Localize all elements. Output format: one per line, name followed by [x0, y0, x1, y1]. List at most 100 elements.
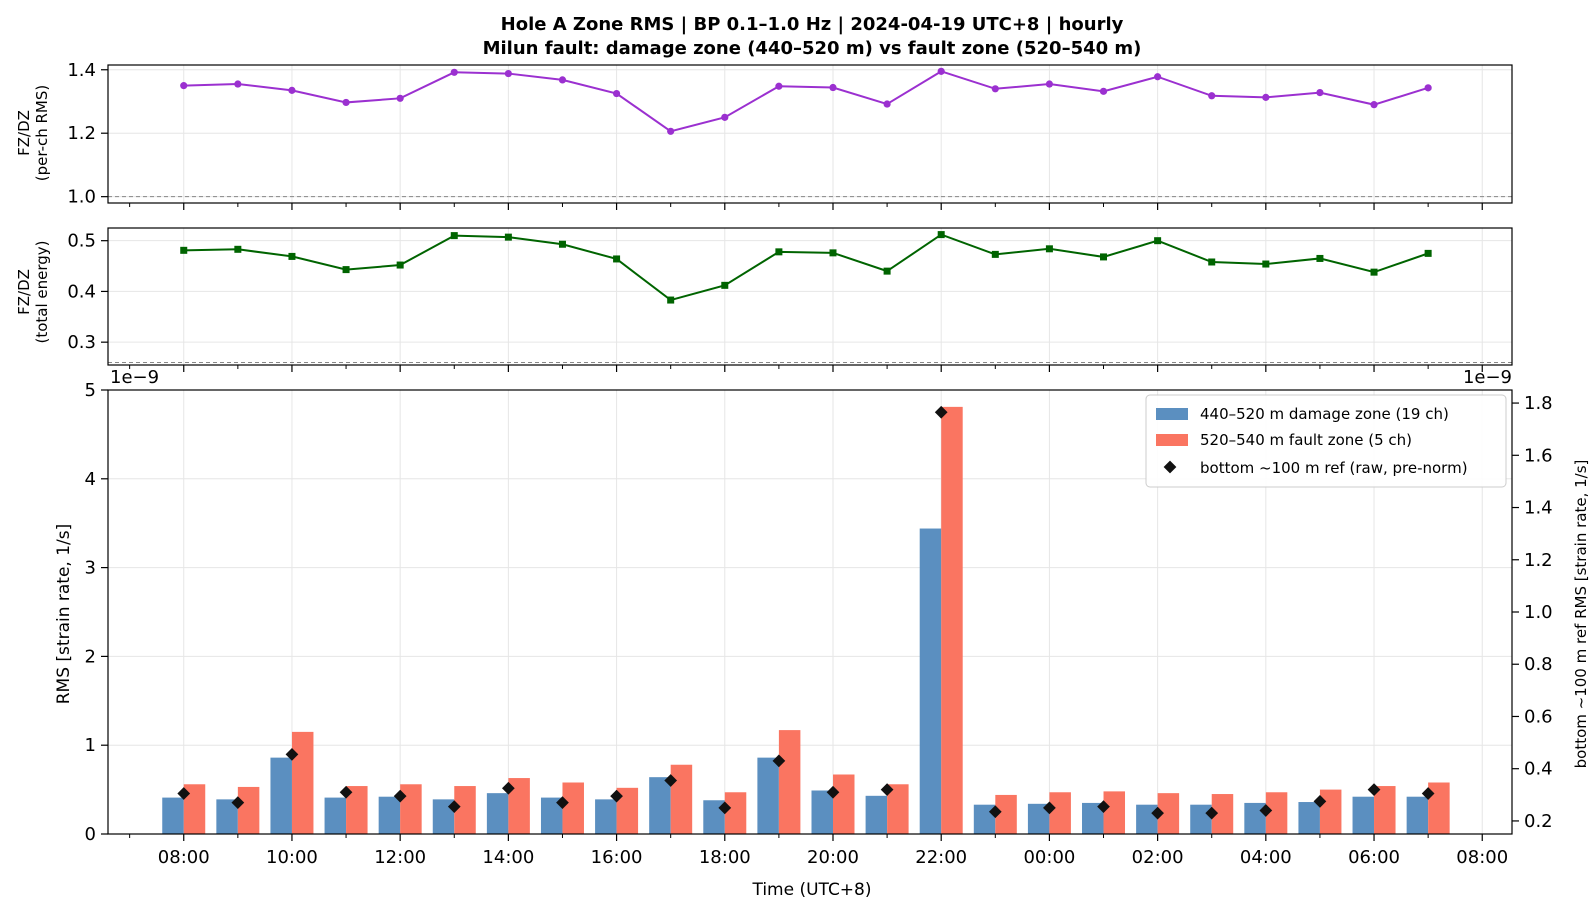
- fault-zone-bar: [346, 786, 368, 834]
- fault-zone-bar: [1265, 792, 1288, 834]
- right-y-tick-label: 1.8: [1524, 393, 1553, 414]
- ratio-energy-ylabel-line2: (total energy): [33, 240, 51, 343]
- damage-zone-bar: [1027, 803, 1050, 834]
- ratio-energy-point: [1045, 245, 1053, 253]
- fault-zone-bar: [832, 774, 855, 834]
- y-tick-label: 0.4: [67, 281, 96, 302]
- x-tick-label: 08:00: [158, 847, 210, 868]
- fault-zone-bar: [400, 784, 422, 834]
- ratio-rms-point: [1262, 93, 1270, 101]
- y-tick-label: 0.5: [67, 231, 96, 252]
- ratio-rms-point: [342, 98, 350, 107]
- ratio-rms-y-ticks: 1.0 1.2 1.4: [67, 60, 108, 208]
- ratio-rms-point: [721, 113, 729, 121]
- ratio-rms-point: [1208, 92, 1216, 100]
- fault-zone-bar: [1428, 782, 1450, 834]
- y-tick-label: 1.4: [67, 60, 96, 81]
- fault-zone-bar: [237, 786, 260, 834]
- ratio-energy-x-ticks: [129, 365, 1483, 372]
- zone-rms-right-y-ticks: 0.2 0.4 0.6 0.8 1.0 1.2 1.4 1.6 1.8: [1512, 393, 1553, 832]
- ratio-rms-point: [288, 86, 296, 94]
- ratio-rms-panel: 1.0 1.2 1.4 FZ/DZ (per-ch RMS): [15, 60, 1513, 210]
- zone-rms-ylabel: RMS [strain rate, 1/s]: [54, 524, 74, 705]
- ratio-energy-point: [775, 248, 783, 256]
- ratio-rms-ylabel-line2: (per-ch RMS): [33, 85, 51, 181]
- fault-zone-bar: [1319, 789, 1342, 834]
- damage-zone-bar: [324, 797, 347, 834]
- fault-zone-bar: [562, 782, 584, 834]
- x-tick-label: 20:00: [807, 847, 859, 868]
- legend-swatch-damage-zone: [1156, 408, 1188, 420]
- ratio-energy-point: [288, 252, 296, 260]
- fault-zone-bar: [291, 731, 314, 834]
- damage-zone-bar: [919, 528, 942, 834]
- right-y-tick-label: 0.4: [1524, 759, 1553, 780]
- ratio-energy-y-ticks: 0.3 0.4 0.5: [67, 231, 108, 353]
- damage-zone-bar: [540, 797, 563, 834]
- ratio-energy-series: [180, 231, 1432, 304]
- y-tick-label: 1.0: [67, 187, 96, 208]
- y-tick-label: 0: [85, 824, 96, 845]
- ratio-rms-ylabel-line1: FZ/DZ: [15, 110, 33, 156]
- ratio-energy-point: [558, 240, 566, 248]
- legend-swatch-fault-zone: [1156, 434, 1188, 446]
- ratio-energy-point: [1208, 258, 1216, 266]
- fault-zone-bar: [724, 792, 747, 834]
- damage-zone-bar: [216, 799, 238, 834]
- y-tick-label: 1: [85, 735, 96, 756]
- fault-zone-bar: [183, 784, 206, 834]
- ratio-rms-x-ticks: [129, 203, 1483, 210]
- fault-zone-bar: [1157, 793, 1180, 834]
- x-tick-label: 08:00: [1456, 847, 1508, 868]
- y-tick-label: 4: [85, 469, 96, 490]
- ratio-energy-point: [1154, 237, 1162, 245]
- legend-label-ref: bottom ~100 m ref (raw, pre-norm): [1200, 459, 1468, 477]
- ratio-rms-point: [1316, 89, 1324, 97]
- ratio-rms-point: [937, 67, 945, 75]
- damage-zone-bar: [486, 793, 509, 834]
- fault-zone-bar: [616, 787, 639, 834]
- zone-rms-panel: 08:00 10:00 12:00 14:00 16:00 18:00 20:00 22:00…: [54, 367, 1590, 900]
- ratio-rms-point: [991, 85, 999, 93]
- right-y-tick-label: 1.0: [1524, 602, 1553, 623]
- fault-zone-bar: [778, 730, 801, 834]
- damage-zone-bar: [270, 757, 292, 834]
- fault-zone-bar: [995, 794, 1017, 834]
- ratio-rms-point: [504, 69, 512, 78]
- zone-rms-bars: [162, 406, 1450, 834]
- ratio-rms-point: [775, 82, 783, 90]
- damage-zone-bar: [1352, 796, 1375, 834]
- damage-zone-bar: [865, 795, 888, 834]
- x-tick-label: 00:00: [1023, 847, 1075, 868]
- ratio-energy-point: [1100, 253, 1108, 261]
- ratio-energy-point: [504, 233, 512, 241]
- legend: 440–520 m damage zone (19 ch) 520–540 m …: [1145, 394, 1507, 488]
- legend-label-damage-zone: 440–520 m damage zone (19 ch): [1200, 405, 1449, 423]
- ratio-rms-series: [180, 67, 1432, 135]
- ratio-energy-point: [937, 231, 945, 239]
- y-tick-label: 1.2: [67, 123, 96, 144]
- ratio-rms-line: [183, 70, 1429, 133]
- ratio-energy-grid: [108, 228, 1512, 365]
- ratio-energy-point: [1424, 249, 1432, 257]
- fault-zone-bar: [1374, 786, 1396, 834]
- ratio-rms-point: [667, 127, 675, 135]
- fault-zone-bar: [508, 778, 530, 834]
- y-tick-label: 0.3: [67, 332, 96, 353]
- damage-zone-bar: [1190, 804, 1212, 834]
- ratio-rms-point: [1099, 87, 1108, 95]
- ratio-energy-point: [721, 281, 729, 289]
- damage-zone-bar: [1082, 802, 1104, 834]
- right-y-tick-label: 0.6: [1524, 706, 1553, 727]
- ratio-rms-point: [1370, 101, 1378, 109]
- zone-rms-x-ticks: 08:00 10:00 12:00 14:00 16:00 18:00 20:00 22:00…: [129, 834, 1508, 868]
- x-tick-label: 22:00: [915, 847, 967, 868]
- ratio-energy-point: [883, 267, 891, 275]
- x-tick-label: 02:00: [1132, 847, 1184, 868]
- fault-zone-bar: [941, 406, 963, 834]
- ratio-rms-point: [1045, 80, 1054, 88]
- zone-rms-offset-right: 1e−9: [1463, 367, 1512, 388]
- x-tick-label: 14:00: [482, 847, 534, 868]
- ratio-rms-grid: [108, 65, 1512, 203]
- damage-zone-bar: [378, 796, 401, 834]
